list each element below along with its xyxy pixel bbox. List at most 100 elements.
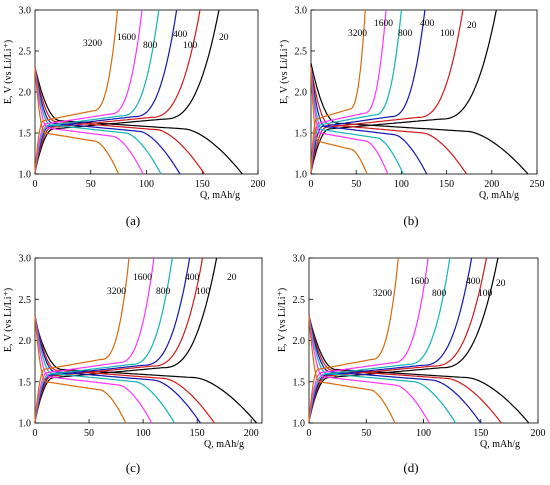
charge-curve-1600 (308, 257, 429, 422)
rate-label-20: 20 (496, 279, 506, 289)
rate-label-3200: 3200 (348, 29, 367, 39)
x-tick-label: 100 (139, 179, 154, 190)
x-axis-label: Q, mAh/g (204, 439, 244, 450)
rate-label-20: 20 (467, 21, 477, 31)
y-tick-label: 3.0 (19, 6, 32, 17)
y-tick-label: 2.0 (293, 336, 306, 347)
x-tick-label: 150 (473, 428, 488, 439)
x-axis-label: Q, mAh/g (480, 439, 520, 450)
discharge-curve-400 (310, 67, 428, 175)
charge-curve-1600 (34, 257, 155, 422)
rate-label-1600: 1600 (374, 19, 393, 29)
x-tick-label: 200 (244, 428, 259, 439)
discharge-curve-1600 (34, 315, 153, 424)
rate-label-800: 800 (143, 41, 158, 51)
rate-label-3200: 3200 (107, 287, 126, 297)
rate-label-800: 800 (156, 287, 171, 297)
rate-label-3200: 3200 (373, 289, 392, 299)
x-tick-label: 50 (351, 179, 361, 190)
y-axis-label: E, V (vs Li/Li⁺) (279, 40, 290, 104)
y-tick-label: 1.0 (19, 170, 32, 181)
x-axis-label: Q, mAh/g (479, 190, 519, 201)
x-tick-label: 50 (361, 428, 371, 439)
y-tick-label: 2.0 (19, 336, 32, 347)
rate-label-20: 20 (227, 273, 237, 283)
x-tick-label: 0 (309, 179, 314, 190)
charge-curve-100 (34, 257, 204, 422)
x-tick-label: 0 (33, 179, 38, 190)
rate-label-800: 800 (432, 289, 447, 299)
charge-curve-400 (308, 257, 473, 422)
discharge-curve-3200 (34, 67, 120, 175)
discharge-curve-800 (34, 315, 175, 424)
y-tick-label: 1.5 (19, 377, 32, 388)
charge-curve-20 (310, 9, 497, 173)
charge-curve-3200 (34, 257, 130, 422)
discharge-curve-1600 (34, 67, 144, 175)
x-tick-label: 50 (86, 179, 96, 190)
charge-curve-400 (310, 9, 426, 173)
x-tick-label: 100 (394, 179, 409, 190)
charge-curve-3200 (310, 9, 366, 173)
charge-curve-800 (34, 9, 160, 173)
rate-label-1600: 1600 (117, 33, 136, 43)
charge-curve-800 (310, 9, 402, 173)
charge-curve-1600 (34, 9, 143, 173)
discharge-curve-100 (34, 315, 215, 424)
rate-label-100: 100 (478, 289, 493, 299)
panel-label: (c) (126, 460, 140, 475)
charge-curve-400 (34, 257, 191, 422)
y-axis-label: E, V (vs Li/Li⁺) (3, 288, 14, 352)
y-tick-label: 2.5 (19, 47, 32, 58)
discharge-curve-800 (308, 315, 457, 424)
y-tick-label: 1.0 (295, 170, 308, 181)
y-tick-label: 2.5 (19, 295, 32, 306)
discharge-curve-1600 (310, 67, 389, 175)
y-tick-label: 2.0 (295, 88, 308, 99)
x-tick-label: 100 (136, 428, 151, 439)
rate-label-100: 100 (196, 287, 211, 297)
rate-label-100: 100 (183, 41, 198, 51)
y-axis-label: E, V (vs Li/Li⁺) (3, 40, 14, 104)
y-tick-label: 1.5 (19, 129, 32, 140)
x-tick-label: 200 (251, 179, 266, 190)
x-tick-label: 0 (33, 428, 38, 439)
rate-label-400: 400 (185, 273, 200, 283)
y-tick-label: 2.5 (293, 295, 306, 306)
panel-label: (b) (403, 213, 418, 228)
panel-a: 0 50 100 150 200 1.0 1.5 2.0 2.5 3.0 Q, mAh/g E, V … (3, 6, 266, 229)
x-tick-label: 250 (530, 179, 545, 190)
panel-c: 0 50 100 150 200 1.0 1.5 2.0 2.5 3.0 Q, mAh/g E, V … (3, 254, 263, 475)
panel-b: 0 50 100 150 200 250 1.0 1.5 2.0 2.5 3.0 Q, mAh/g E,… (279, 6, 545, 229)
rate-label-3200: 3200 (83, 39, 102, 49)
rate-label-800: 800 (398, 29, 413, 39)
charge-curve-20 (34, 257, 218, 422)
charge-curve-100 (310, 9, 464, 173)
rate-label-400: 400 (420, 19, 435, 29)
charge-curve-20 (308, 257, 499, 422)
charge-curve-800 (308, 257, 451, 422)
discharge-curve-3200 (308, 315, 396, 424)
discharge-curve-800 (310, 67, 404, 175)
y-tick-label: 1.0 (293, 419, 306, 430)
discharge-curve-100 (34, 67, 205, 175)
rate-label-400: 400 (173, 30, 188, 40)
y-tick-label: 3.0 (19, 254, 32, 265)
charge-curve-3200 (308, 257, 399, 422)
y-axis-label: E, V (vs Li/Li⁺) (277, 288, 288, 352)
discharge-curve-20 (308, 315, 530, 424)
discharge-curve-3200 (310, 67, 368, 175)
x-tick-label: 100 (416, 428, 431, 439)
rate-label-1600: 1600 (410, 277, 429, 287)
x-tick-label: 150 (439, 179, 454, 190)
y-tick-label: 1.5 (295, 129, 308, 140)
discharge-curve-3200 (34, 315, 127, 424)
y-tick-label: 1.0 (19, 419, 32, 430)
x-tick-label: 0 (307, 428, 312, 439)
charge-curve-20 (34, 9, 220, 173)
charge-curve-1600 (310, 9, 387, 173)
discharge-curve-1600 (308, 315, 430, 424)
discharge-curve-800 (34, 67, 162, 175)
y-tick-label: 1.5 (293, 377, 306, 388)
